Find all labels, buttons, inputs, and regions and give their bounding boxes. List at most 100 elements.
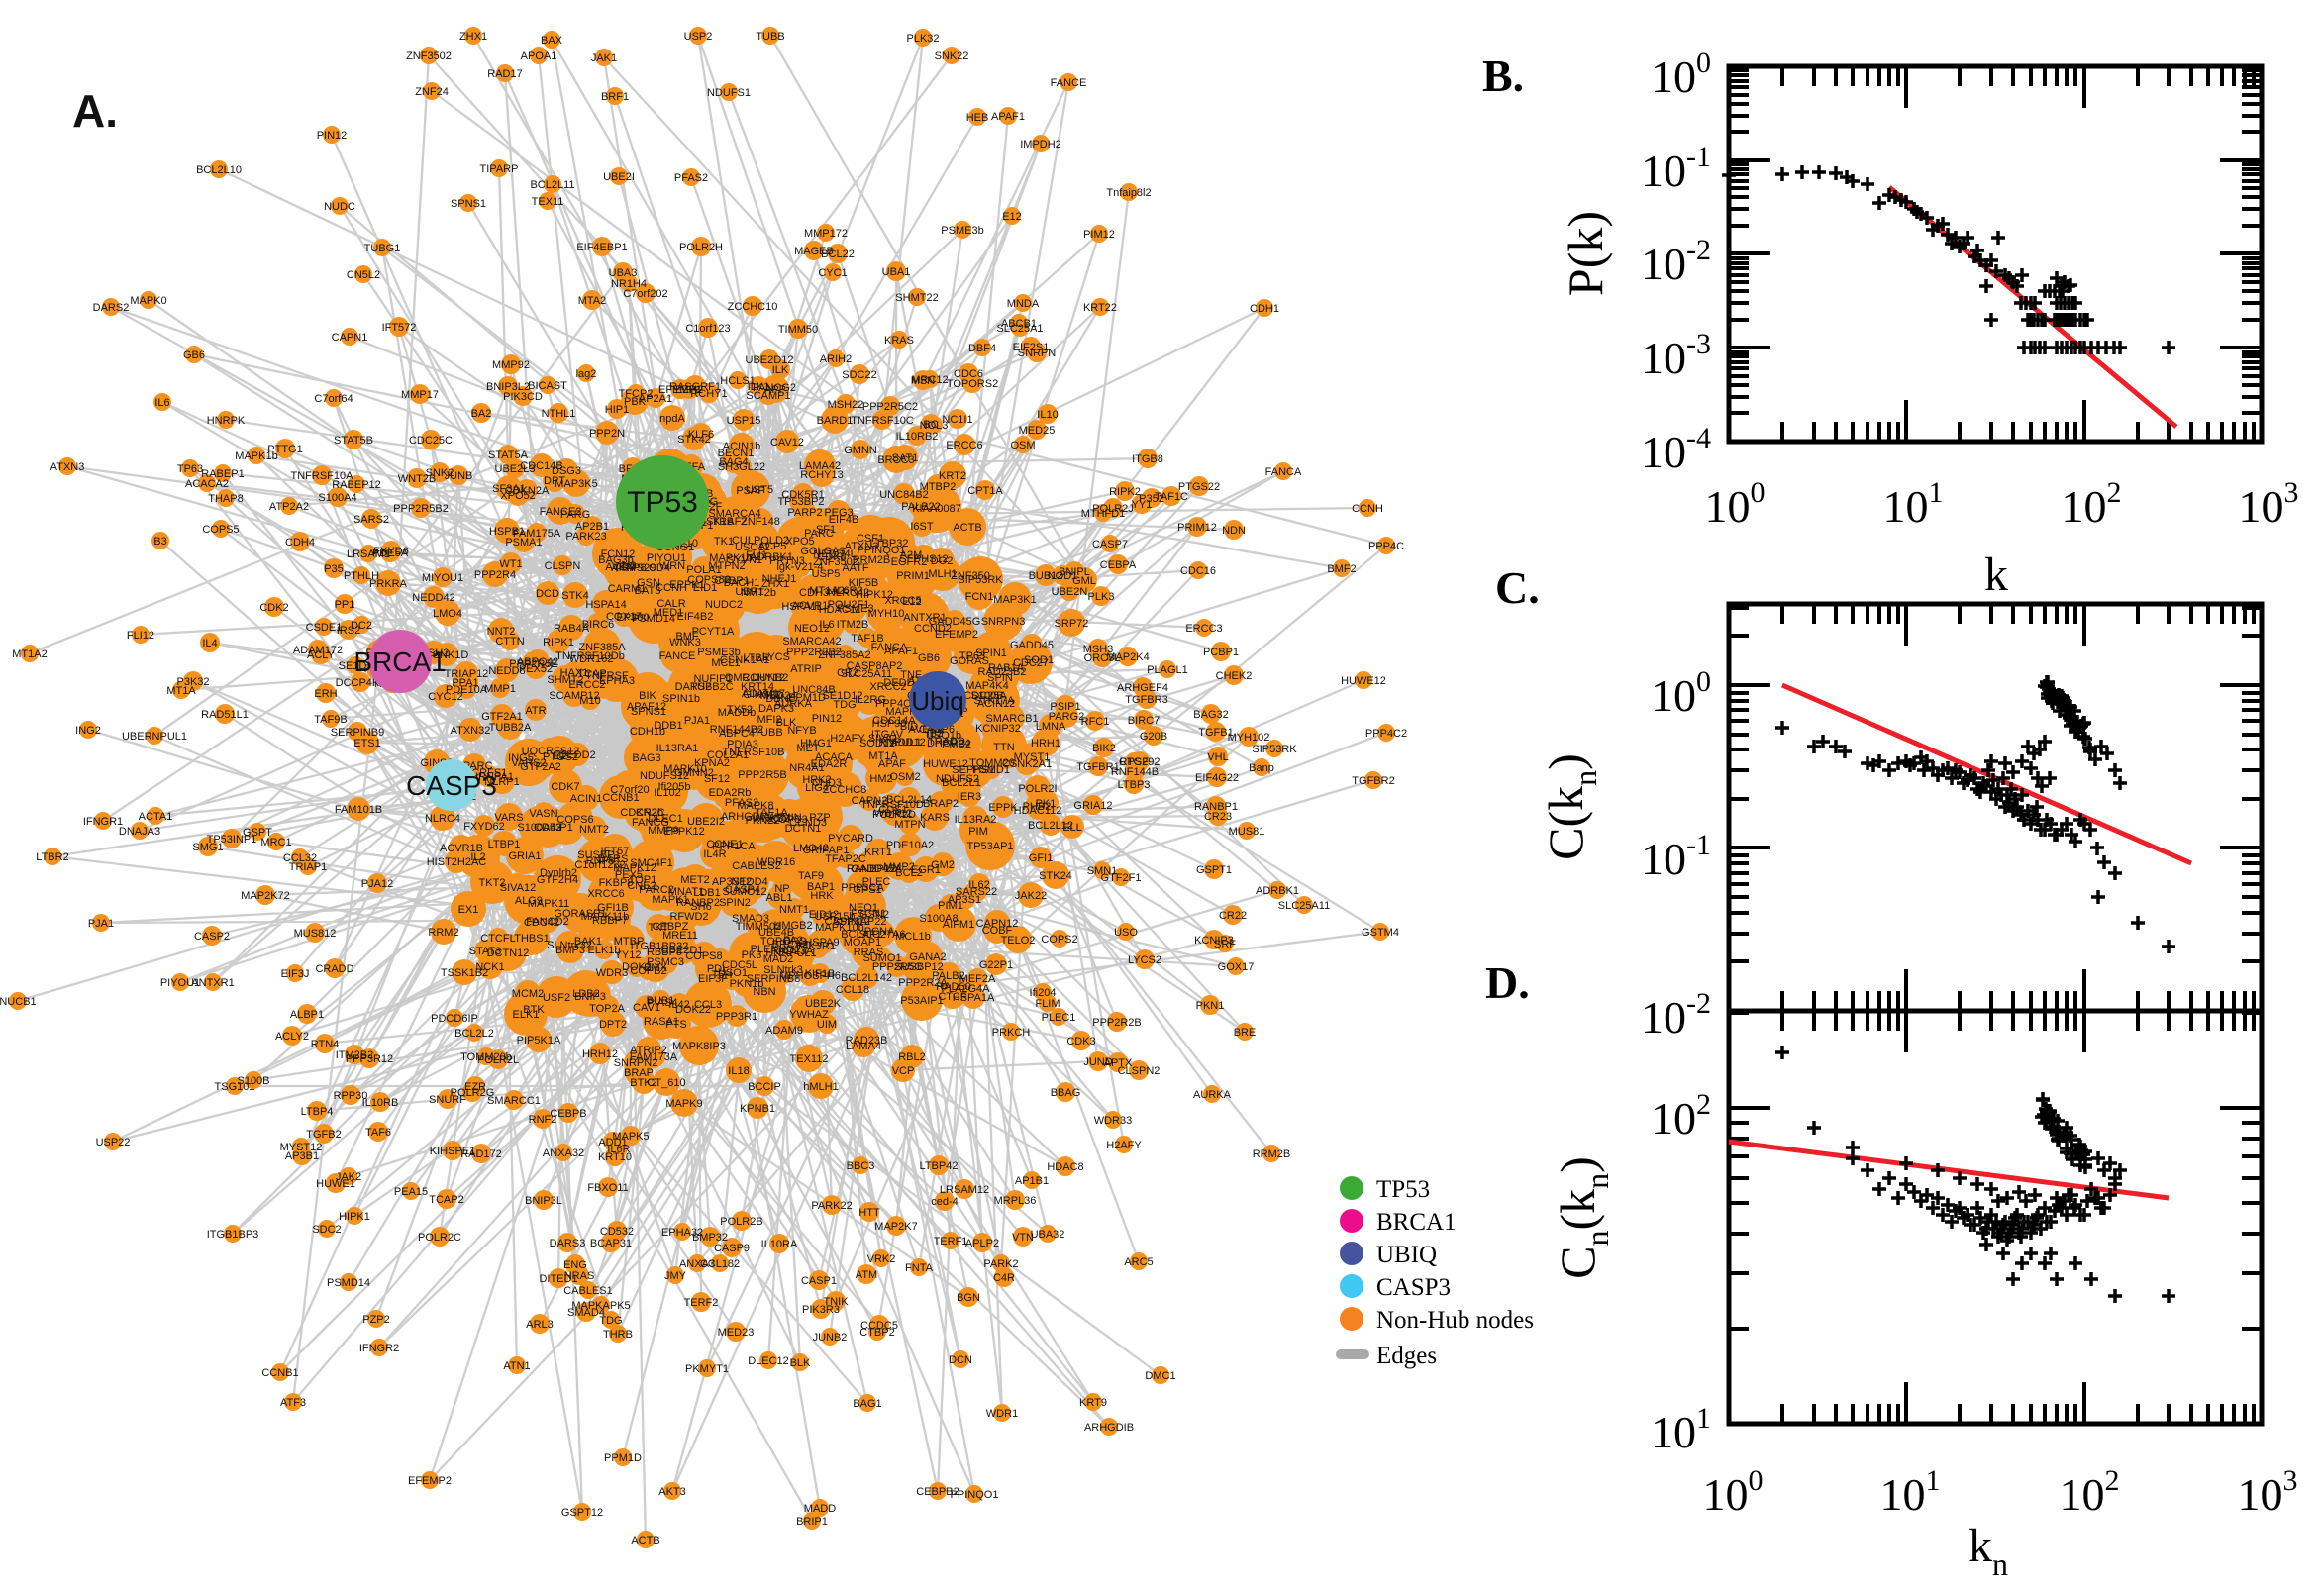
svg-text:AP3S12: AP3S12: [712, 876, 752, 888]
svg-text:LYCS: LYCS: [762, 651, 790, 663]
svg-text:TTN: TTN: [993, 742, 1014, 753]
svg-text:USP2: USP2: [684, 31, 713, 43]
svg-text:Ifi205b: Ifi205b: [657, 781, 690, 793]
svg-text:TGFBR3: TGFBR3: [1125, 694, 1167, 706]
svg-text:ATR: ATR: [525, 705, 546, 717]
svg-text:RANBP1: RANBP1: [1194, 801, 1238, 813]
svg-text:PARC2: PARC2: [639, 884, 674, 896]
svg-text:VARS2: VARS2: [511, 757, 546, 769]
svg-text:USO: USO: [1114, 927, 1138, 939]
svg-text:ZCCHC10: ZCCHC10: [728, 301, 778, 313]
svg-text:BBC3: BBC3: [847, 1160, 875, 1172]
svg-text:EP300: EP300: [616, 612, 649, 624]
svg-text:POLR2B: POLR2B: [720, 1216, 762, 1228]
svg-text:MCL1b: MCL1b: [895, 931, 930, 943]
svg-text:BCL22: BCL22: [821, 249, 855, 260]
svg-text:H2AFY: H2AFY: [830, 733, 865, 745]
svg-text:PARG: PARG: [560, 509, 590, 521]
svg-text:ZNF385A2: ZNF385A2: [818, 649, 870, 661]
svg-text:UBE2D12: UBE2D12: [746, 354, 794, 366]
svg-text:ZNF24: ZNF24: [415, 86, 449, 98]
svg-text:EIF4G22: EIF4G22: [1195, 772, 1239, 784]
svg-text:A.: A.: [72, 85, 118, 137]
svg-text:HDAC112: HDAC112: [1014, 805, 1062, 817]
svg-text:IL2: IL2: [470, 851, 485, 863]
svg-text:RPP30: RPP30: [334, 1090, 368, 1102]
svg-text:GSPT12: GSPT12: [561, 1507, 603, 1519]
svg-text:FCN12: FCN12: [601, 549, 636, 560]
svg-text:EIF3F: EIF3F: [698, 973, 728, 985]
svg-text:TUBB: TUBB: [754, 727, 782, 739]
svg-text:ITGB1BP3: ITGB1BP3: [207, 1229, 259, 1241]
svg-text:CARM1: CARM1: [608, 583, 647, 595]
svg-text:MET: MET: [796, 743, 820, 754]
svg-text:B.: B.: [1482, 50, 1524, 101]
svg-text:ILK1: ILK1: [748, 381, 770, 393]
svg-text:SMARCC1: SMARCC1: [487, 1095, 541, 1107]
svg-text:WDR162: WDR162: [569, 653, 614, 665]
svg-text:AP1B1: AP1B1: [1015, 1175, 1049, 1187]
svg-text:SMC4F1: SMC4F1: [630, 857, 672, 869]
svg-text:YY12: YY12: [615, 949, 642, 961]
svg-text:k: k: [1984, 549, 2008, 601]
svg-text:XPO52: XPO52: [500, 490, 535, 502]
svg-text:IL13RA1: IL13RA1: [656, 743, 699, 754]
svg-text:STK42: STK42: [677, 434, 711, 446]
svg-text:PLK3: PLK3: [1088, 591, 1115, 603]
svg-text:NP: NP: [774, 883, 789, 895]
svg-text:CCNH: CCNH: [656, 582, 687, 594]
svg-text:GRIA12: GRIA12: [1073, 800, 1112, 812]
svg-text:VCP: VCP: [892, 1065, 915, 1077]
svg-text:CDH1: CDH1: [1250, 303, 1279, 315]
svg-text:TIPARP: TIPARP: [480, 163, 519, 175]
svg-text:TRIAP1: TRIAP1: [289, 861, 328, 873]
svg-text:MMP17: MMP17: [401, 389, 439, 401]
svg-text:PSME3b: PSME3b: [697, 647, 740, 658]
svg-text:TFCP2: TFCP2: [619, 388, 654, 400]
svg-text:STK4: STK4: [561, 590, 589, 602]
svg-text:RBBP7: RBBP7: [592, 915, 628, 927]
svg-text:USF2: USF2: [543, 992, 570, 1004]
svg-text:ANXA32: ANXA32: [543, 1147, 584, 1159]
svg-text:UBIQ: UBIQ: [1376, 1242, 1437, 1268]
svg-text:BUB1: BUB1: [647, 995, 675, 1007]
svg-text:EFEMP2: EFEMP2: [408, 1475, 452, 1487]
svg-text:SUMO1: SUMO1: [862, 952, 901, 964]
svg-text:CSF1: CSF1: [857, 533, 884, 545]
svg-text:APLP2: APLP2: [965, 1238, 999, 1249]
svg-text:PZP: PZP: [809, 812, 830, 824]
svg-text:DCTN12: DCTN12: [487, 948, 530, 959]
svg-text:BNIPL: BNIPL: [1059, 566, 1090, 578]
svg-text:SARS2: SARS2: [354, 514, 389, 526]
svg-text:CALR: CALR: [656, 598, 685, 610]
svg-text:GML: GML: [1072, 575, 1096, 587]
svg-text:POLA1: POLA1: [686, 564, 721, 576]
svg-text:GOX17: GOX17: [1218, 961, 1255, 973]
svg-text:CDC27: CDC27: [1013, 657, 1049, 669]
svg-text:CDC25A: CDC25A: [963, 690, 1007, 702]
svg-text:SUSBP12: SUSBP12: [894, 961, 944, 973]
svg-text:DITED1: DITED1: [539, 1273, 577, 1285]
svg-text:PLEC: PLEC: [862, 876, 891, 888]
svg-text:MSN: MSN: [911, 375, 936, 387]
svg-text:SNK2: SNK2: [426, 467, 454, 479]
svg-text:JUND: JUND: [1083, 1056, 1112, 1068]
svg-text:BIK: BIK: [639, 690, 656, 702]
svg-text:100: 100: [1703, 1464, 1764, 1520]
svg-text:PALB2: PALB2: [932, 970, 964, 982]
svg-text:RANBP2: RANBP2: [676, 897, 720, 909]
svg-text:MAPK8IP3: MAPK8IP3: [672, 1041, 726, 1052]
svg-text:PIYOU1: PIYOU1: [647, 552, 686, 564]
svg-text:HIST2H2AC: HIST2H2AC: [427, 856, 487, 868]
svg-text:NOD1: NOD1: [1048, 570, 1078, 582]
svg-text:PPINQO1: PPINQO1: [951, 1489, 999, 1501]
svg-text:ZNF3502: ZNF3502: [406, 50, 452, 62]
svg-text:SH6: SH6: [690, 901, 711, 913]
svg-text:CCNB1: CCNB1: [602, 792, 639, 804]
svg-text:PRKCH: PRKCH: [992, 1027, 1031, 1039]
svg-text:PRKRA: PRKRA: [369, 578, 408, 590]
svg-text:PPP4C: PPP4C: [875, 698, 911, 710]
svg-text:MED23: MED23: [718, 1327, 755, 1339]
svg-text:FXYD6: FXYD6: [373, 546, 408, 557]
svg-text:STAT5B: STAT5B: [334, 435, 373, 447]
